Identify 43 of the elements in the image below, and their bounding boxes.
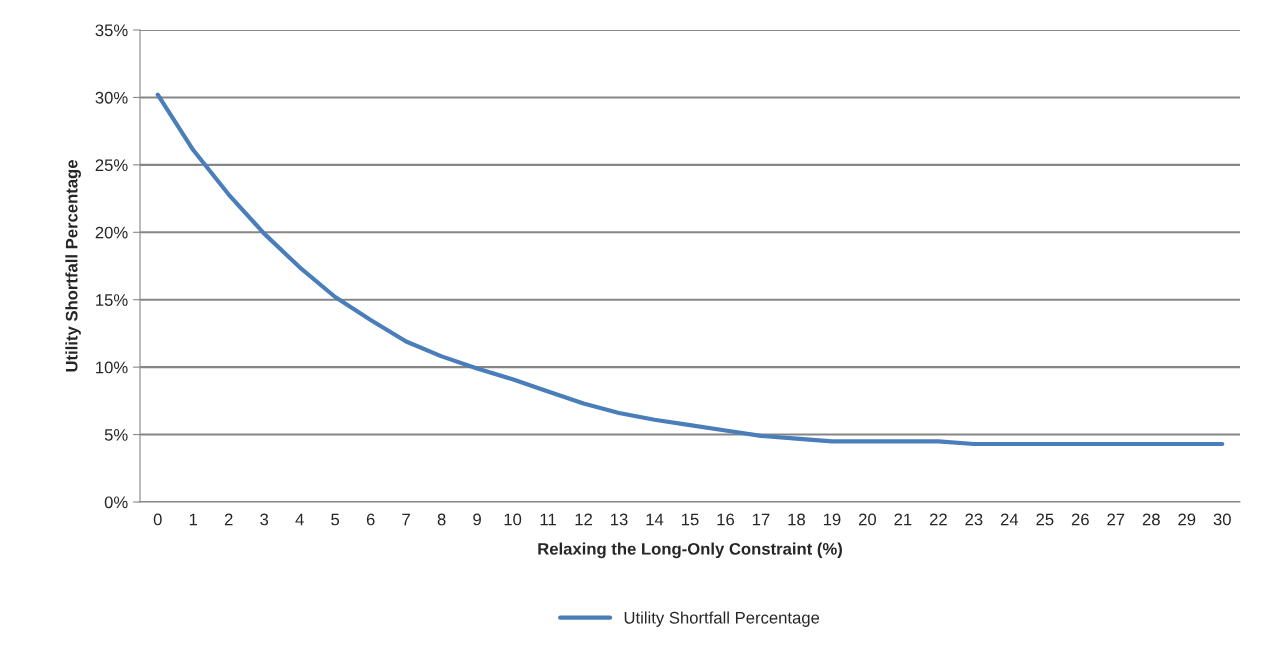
x-tick-label: 23 <box>965 513 983 526</box>
x-tick-label: 2 <box>224 513 233 526</box>
x-axis-title: Relaxing the Long-Only Constraint (%) <box>538 542 842 559</box>
x-tick-label: 19 <box>823 513 841 526</box>
x-tick-label: 24 <box>1000 513 1019 526</box>
x-tick-label: 5 <box>331 513 340 526</box>
line-series <box>155 92 1225 447</box>
y-tick-label: 0% <box>104 496 128 509</box>
x-tick-label: 8 <box>437 513 446 526</box>
x-tick-label: 9 <box>473 513 481 526</box>
y-axis-title: Utility Shortfall Percentage <box>65 160 81 372</box>
y-tick-label: 15% <box>96 294 128 306</box>
y-tick-label: 35% <box>95 24 128 37</box>
x-tick-label: 12 <box>575 513 592 526</box>
y-tick-label: 20% <box>95 226 128 239</box>
legend-label: Utility Shortfall Percentage <box>624 611 820 627</box>
x-tick-label: 28 <box>1142 513 1160 526</box>
x-tick-label: 15 <box>682 513 699 526</box>
x-tick-label: 13 <box>611 513 628 526</box>
x-tick-label: 6 <box>366 513 375 526</box>
x-tick-label: 14 <box>646 513 664 526</box>
x-tick-label: 4 <box>295 513 304 526</box>
x-tick-label: 16 <box>717 513 735 526</box>
y-tick-label: 30% <box>95 91 128 104</box>
x-tick-label: 30 <box>1213 513 1231 526</box>
x-tick-label: 17 <box>752 513 770 526</box>
y-tick-label: 10% <box>96 361 128 374</box>
x-tick-label: 18 <box>788 513 805 526</box>
x-tick-label: 27 <box>1107 513 1125 526</box>
x-tick-label: 29 <box>1178 513 1196 526</box>
x-tick-label: 11 <box>540 513 556 526</box>
x-tick-label: 22 <box>929 513 947 526</box>
x-tick-label: 25 <box>1036 513 1054 526</box>
y-tick-label: 25% <box>95 159 128 172</box>
x-tick-label: 3 <box>260 513 269 526</box>
x-tick-label: 26 <box>1071 513 1089 526</box>
x-tick-label: 10 <box>504 513 522 526</box>
x-tick-label: 1 <box>189 513 198 526</box>
x-tick-label: 0 <box>153 513 162 526</box>
y-tick-label: 5% <box>104 429 128 441</box>
x-tick-label: 20 <box>858 513 877 526</box>
x-tick-label: 21 <box>894 513 912 526</box>
x-tick-label: 7 <box>402 513 410 526</box>
